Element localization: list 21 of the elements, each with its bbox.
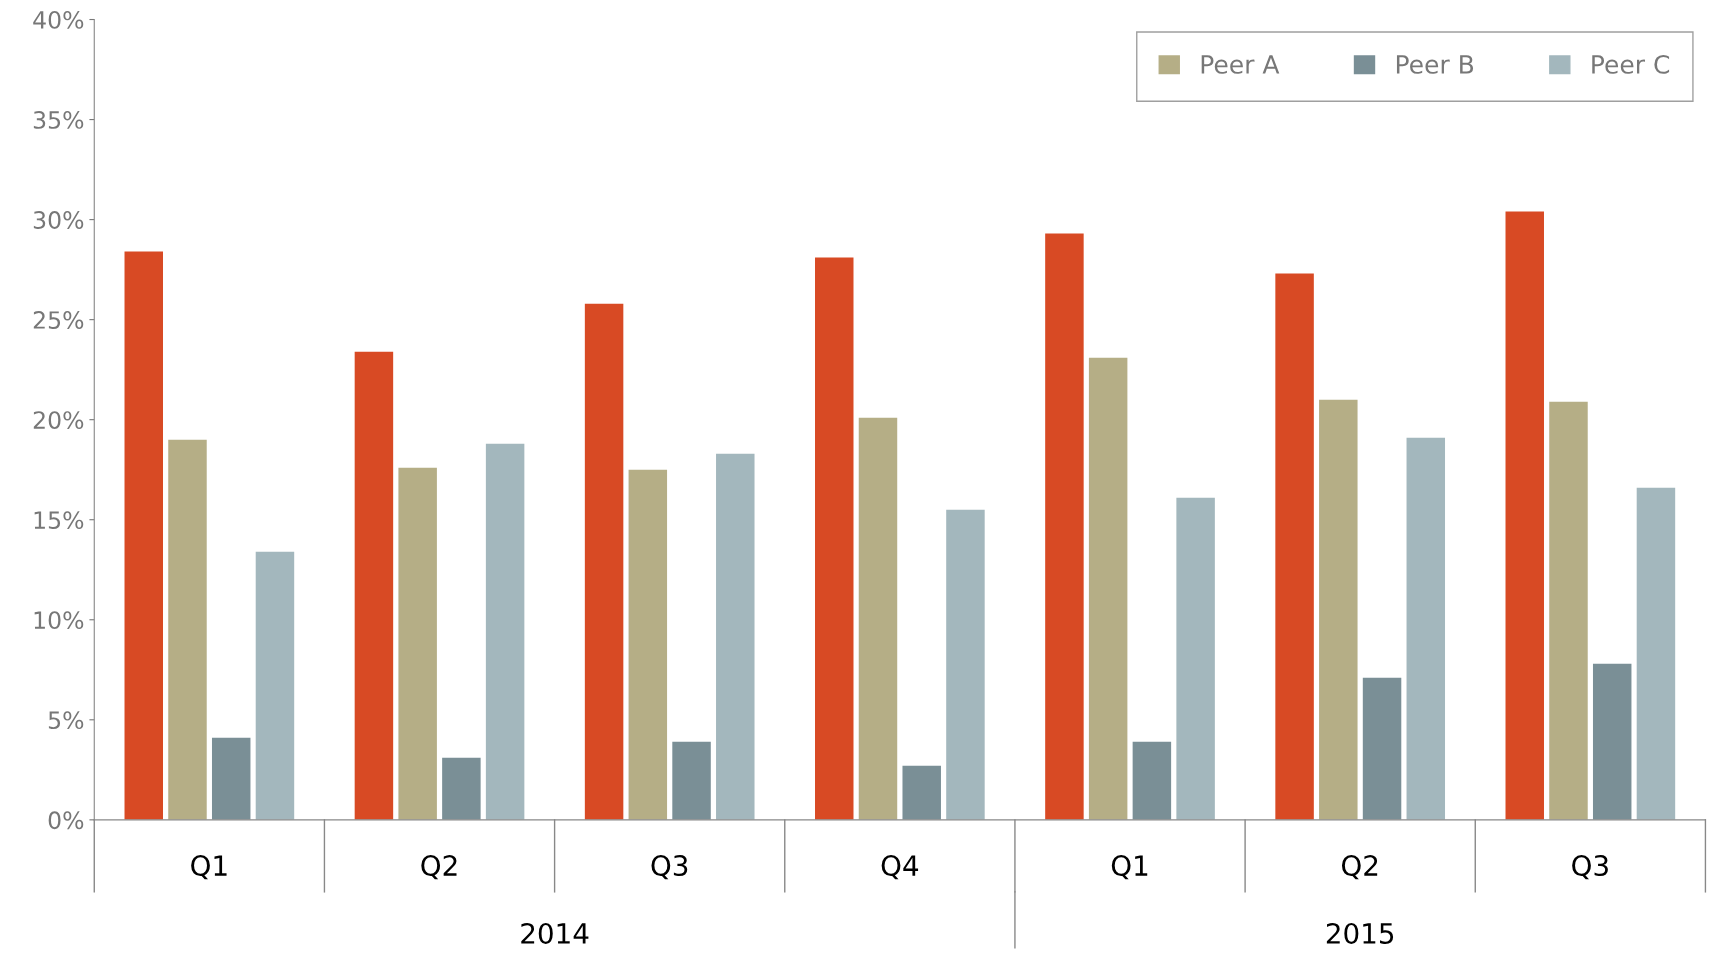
text: 2015 (1326, 922, 1394, 944)
y-tick-label: 30% (33, 211, 84, 229)
legend-label: Peer C (1592, 54, 1670, 74)
y-tick-label: 5% (48, 711, 84, 730)
y-tick-label: 25% (33, 311, 84, 329)
y-tick-label: 10% (34, 611, 84, 630)
x-tick-label: Q2 (1341, 855, 1378, 880)
x-tick-label: Q1 (1111, 855, 1148, 880)
y-tick-label: 40% (33, 10, 84, 29)
legend-label: Peer B (1396, 55, 1474, 74)
x-tick-label: Q4 (881, 855, 919, 880)
x-tick-label: Q3 (1572, 855, 1608, 880)
legend-label: Peer A (1201, 55, 1280, 74)
text: 2014 (521, 922, 589, 944)
y-tick-label: 15% (34, 511, 84, 530)
y-tick-label: 20% (33, 411, 84, 429)
y-tick-label: 35% (33, 111, 84, 129)
x-tick-label: Q1 (191, 855, 227, 880)
y-tick-label: 0% (48, 811, 84, 830)
x-tick-label: Q2 (421, 855, 457, 880)
x-tick-label: Q3 (651, 855, 688, 880)
